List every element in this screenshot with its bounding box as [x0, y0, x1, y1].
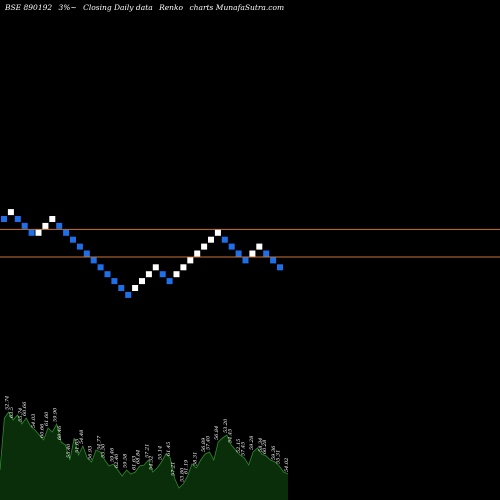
volume-label: 68.84 — [136, 450, 142, 464]
volume-label: 53.20 — [223, 418, 229, 433]
volume-label: 56.89 — [201, 437, 207, 452]
down-brick — [242, 257, 249, 264]
volume-label: 53.80 — [179, 467, 185, 482]
down-brick — [235, 250, 242, 257]
volume-label: 59.58 — [123, 454, 129, 468]
up-brick — [187, 257, 194, 264]
volume-label: 55.14 — [158, 446, 164, 460]
up-brick — [180, 264, 187, 271]
up-brick — [139, 278, 145, 285]
up-brick — [194, 250, 201, 257]
down-brick — [118, 285, 125, 291]
volume-label: 61.45 — [166, 442, 172, 456]
volume-label: 55.74 — [18, 408, 24, 422]
volume-line — [0, 411, 289, 489]
volume-label: 59.36 — [271, 445, 277, 460]
change-label: 3%~ — [58, 3, 77, 12]
down-brick — [14, 216, 21, 222]
data-desc-label: Closing Daily data — [83, 3, 153, 12]
down-brick — [63, 229, 70, 236]
up-brick — [208, 236, 214, 243]
volume-label: 57.40 — [206, 435, 212, 450]
down-brick — [97, 264, 104, 271]
volume-label: 60.66 — [40, 423, 46, 438]
up-brick — [214, 229, 221, 236]
up-brick — [42, 222, 49, 229]
volume-label: 56.93 — [88, 446, 94, 460]
down-brick — [28, 229, 35, 236]
volume-label: 58.65 — [0, 454, 2, 468]
down-brick — [228, 243, 235, 250]
volume-label: 63.5 — [9, 407, 15, 418]
down-brick — [166, 278, 173, 285]
volume-label: 58.31 — [192, 452, 198, 466]
down-brick — [221, 236, 228, 243]
down-brick — [83, 250, 90, 257]
symbol-label: BSE 890192 — [5, 3, 53, 12]
down-brick — [76, 243, 83, 250]
volume-label: 58.34 — [258, 438, 264, 452]
volume-label: 54.77 — [96, 435, 102, 450]
down-brick — [125, 291, 132, 298]
volume-label: 54.52 — [149, 456, 155, 470]
down-brick — [56, 222, 63, 229]
volume-label: 62.40 — [114, 453, 120, 468]
volume-label: 61.19 — [184, 459, 190, 474]
volume-label: 59.90 — [53, 407, 59, 422]
volume-label: 52.15 — [236, 439, 242, 453]
chart-type-label: Renko — [159, 3, 184, 12]
volume-label: 61.60 — [44, 411, 50, 426]
volume-label: 60.46 — [57, 425, 63, 440]
up-brick — [152, 264, 159, 271]
down-brick — [263, 250, 270, 257]
down-brick — [21, 222, 28, 229]
volume-label: 55.50 — [101, 443, 107, 458]
down-brick — [90, 257, 97, 264]
volume-area — [0, 412, 288, 500]
up-brick — [49, 216, 56, 222]
volume-label: 60.28 — [262, 440, 268, 454]
volume-label: 57.21 — [144, 444, 150, 458]
volume-label: 54.45 — [227, 429, 233, 443]
volume-label: 54.48 — [79, 430, 85, 444]
volume-label: 51.65 — [75, 439, 81, 453]
volume-label: 54.03 — [31, 414, 37, 428]
up-brick — [249, 250, 256, 257]
down-brick — [1, 216, 7, 222]
volume-label: 59.46 — [110, 447, 116, 462]
up-brick — [256, 243, 263, 250]
volume-label: 60.66 — [22, 401, 28, 416]
up-brick — [145, 271, 152, 278]
down-brick — [70, 236, 76, 243]
up-brick — [7, 209, 14, 216]
down-brick — [159, 271, 166, 278]
volume-label: 61.63 — [131, 456, 137, 470]
volume-label: 55.31 — [275, 450, 281, 464]
down-brick — [104, 271, 111, 278]
up-brick — [201, 243, 208, 250]
volume-label: 56.84 — [214, 426, 220, 440]
site-label: charts MunafaSutra.com — [189, 3, 285, 12]
volume-label: 54.02 — [284, 458, 290, 472]
volume-label: 52.74 — [5, 396, 11, 410]
up-brick — [132, 285, 139, 291]
up-brick — [35, 229, 42, 236]
chart-header: BSE 890192 3%~ Closing Daily data Renko … — [5, 3, 495, 12]
volume-label: 57.45 — [240, 442, 246, 456]
volume-label: 57.21 — [171, 462, 177, 476]
down-brick — [277, 264, 283, 271]
volume-label: 59.28 — [249, 436, 255, 450]
down-brick — [270, 257, 277, 264]
down-brick — [111, 278, 118, 285]
volume-label: 55.40 — [66, 443, 72, 458]
up-brick — [173, 271, 180, 278]
